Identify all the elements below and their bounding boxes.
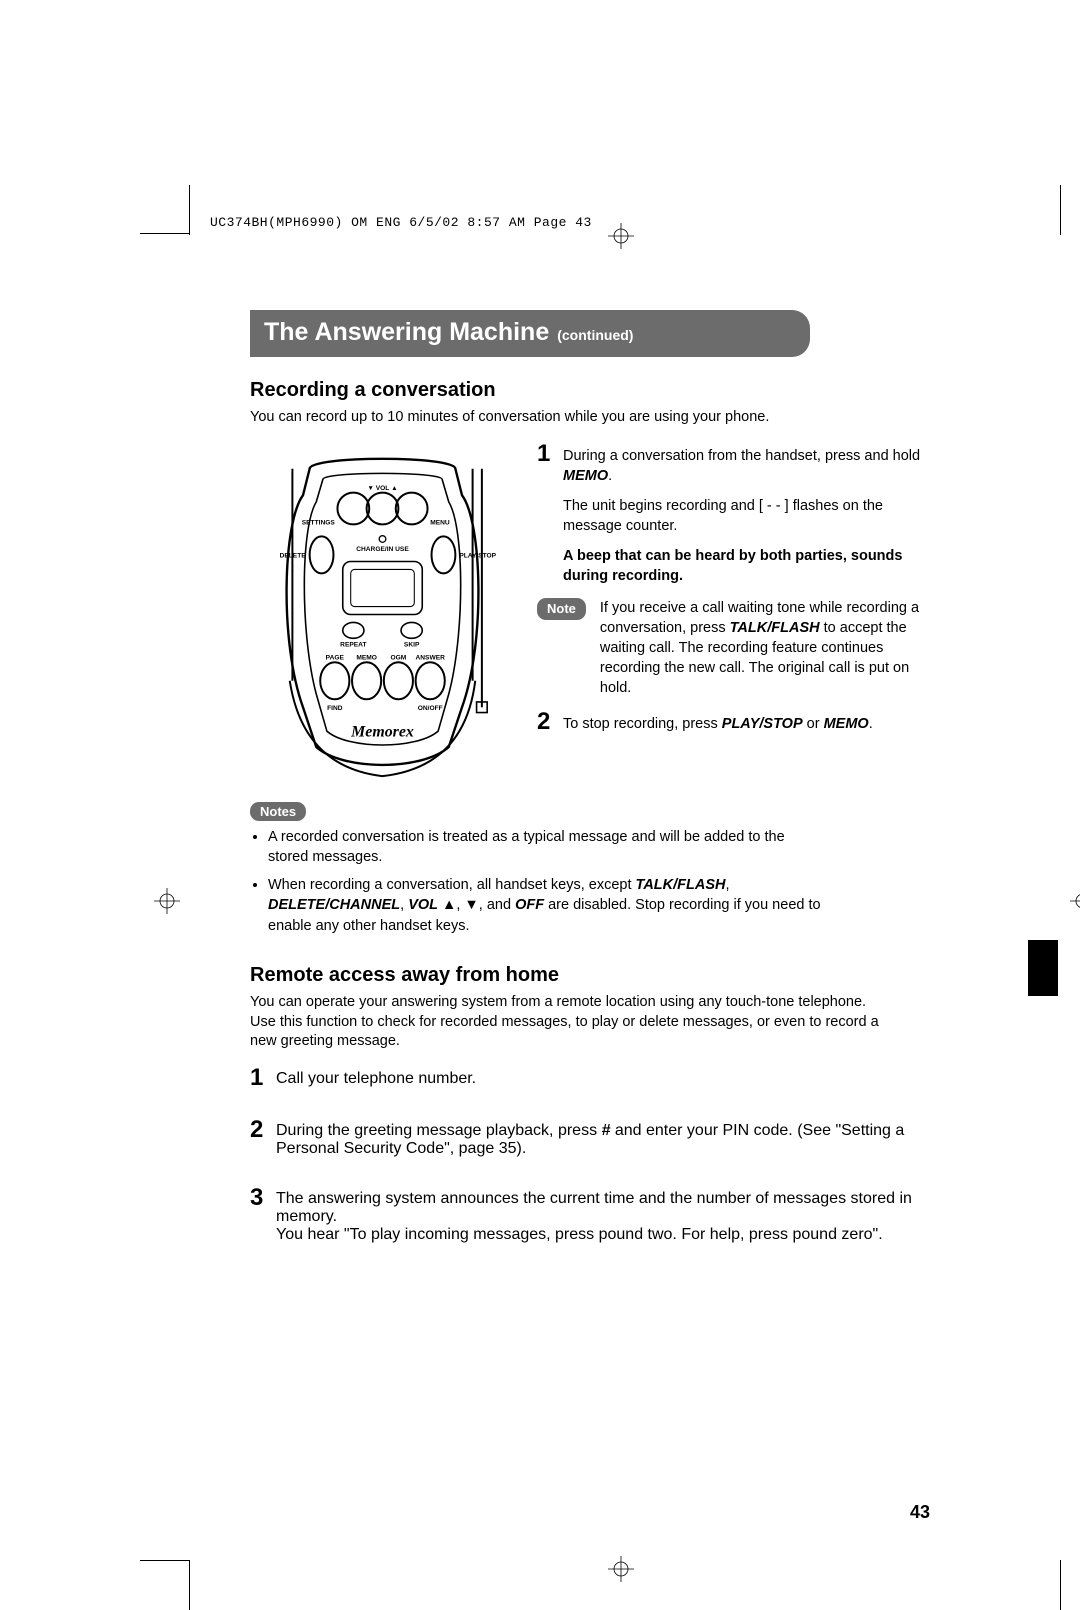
device-diagram: ▼ VOL ▲ SETTINGS MENU CHARGE/IN USE DELE…: [250, 442, 515, 792]
notes-item-1: A recorded conversation is treated as a …: [268, 827, 828, 868]
heading-remote: Remote access away from home: [250, 964, 930, 987]
registration-mark-icon: [608, 223, 634, 249]
note-block: Note If you receive a call waiting tone …: [537, 598, 930, 698]
crop-mark: [189, 185, 190, 235]
svg-text:ANSWER: ANSWER: [416, 654, 446, 661]
svg-text:PAGE: PAGE: [326, 654, 345, 661]
crop-mark: [189, 1560, 190, 1610]
banner-sub: (continued): [557, 327, 633, 343]
svg-text:SETTINGS: SETTINGS: [302, 519, 336, 526]
crop-mark: [1060, 185, 1061, 235]
note-pill: Note: [537, 598, 586, 620]
notes-section: Notes A recorded conversation is treated…: [250, 802, 930, 936]
crop-mark: [1060, 1560, 1061, 1610]
heading-recording: Recording a conversation: [250, 379, 930, 402]
remote-step-3: The answering system announces the curre…: [276, 1186, 930, 1244]
svg-text:▼ VOL ▲: ▼ VOL ▲: [367, 485, 397, 492]
svg-text:OGM: OGM: [391, 654, 407, 661]
intro-recording: You can record up to 10 minutes of conve…: [250, 408, 930, 428]
svg-text:PLAY/STOP: PLAY/STOP: [459, 552, 496, 559]
svg-text:ON/OFF: ON/OFF: [418, 704, 443, 711]
registration-mark-icon: [608, 1556, 634, 1582]
step-2-text: To stop recording, press PLAY/STOP or ME…: [563, 710, 930, 734]
remote-step-2-num: 2: [250, 1118, 268, 1158]
banner-title: The Answering Machine: [264, 318, 549, 347]
remote-step-3-num: 3: [250, 1186, 268, 1244]
intro-remote: You can operate your answering system fr…: [250, 993, 880, 1052]
step-number-1: 1: [537, 442, 555, 586]
step-1-text: During a conversation from the handset, …: [563, 442, 930, 586]
crop-mark: [140, 1560, 190, 1561]
prepress-header: UC374BH(MPH6990) OM ENG 6/5/02 8:57 AM P…: [210, 215, 592, 230]
svg-text:CHARGE/IN USE: CHARGE/IN USE: [356, 545, 409, 552]
notes-item-2: When recording a conversation, all hands…: [268, 875, 828, 936]
remote-step-2: During the greeting message playback, pr…: [276, 1118, 930, 1158]
notes-pill: Notes: [250, 802, 306, 821]
svg-text:FIND: FIND: [327, 704, 343, 711]
registration-mark-icon: [154, 888, 180, 914]
crop-mark: [140, 233, 190, 234]
svg-text:SKIP: SKIP: [404, 641, 420, 648]
svg-text:MENU: MENU: [430, 519, 450, 526]
svg-text:REPEAT: REPEAT: [340, 641, 366, 648]
svg-text:Memorex: Memorex: [350, 723, 414, 740]
remote-step-1: Call your telephone number.: [276, 1066, 930, 1090]
thumb-tab: [1028, 940, 1058, 996]
registration-mark-icon: [1070, 888, 1080, 914]
section-banner: The Answering Machine (continued): [250, 310, 810, 357]
note-text: If you receive a call waiting tone while…: [600, 598, 930, 698]
page-number: 43: [910, 1502, 930, 1523]
svg-text:MEMO: MEMO: [356, 654, 377, 661]
step-number-2: 2: [537, 710, 555, 734]
remote-step-1-num: 1: [250, 1066, 268, 1090]
